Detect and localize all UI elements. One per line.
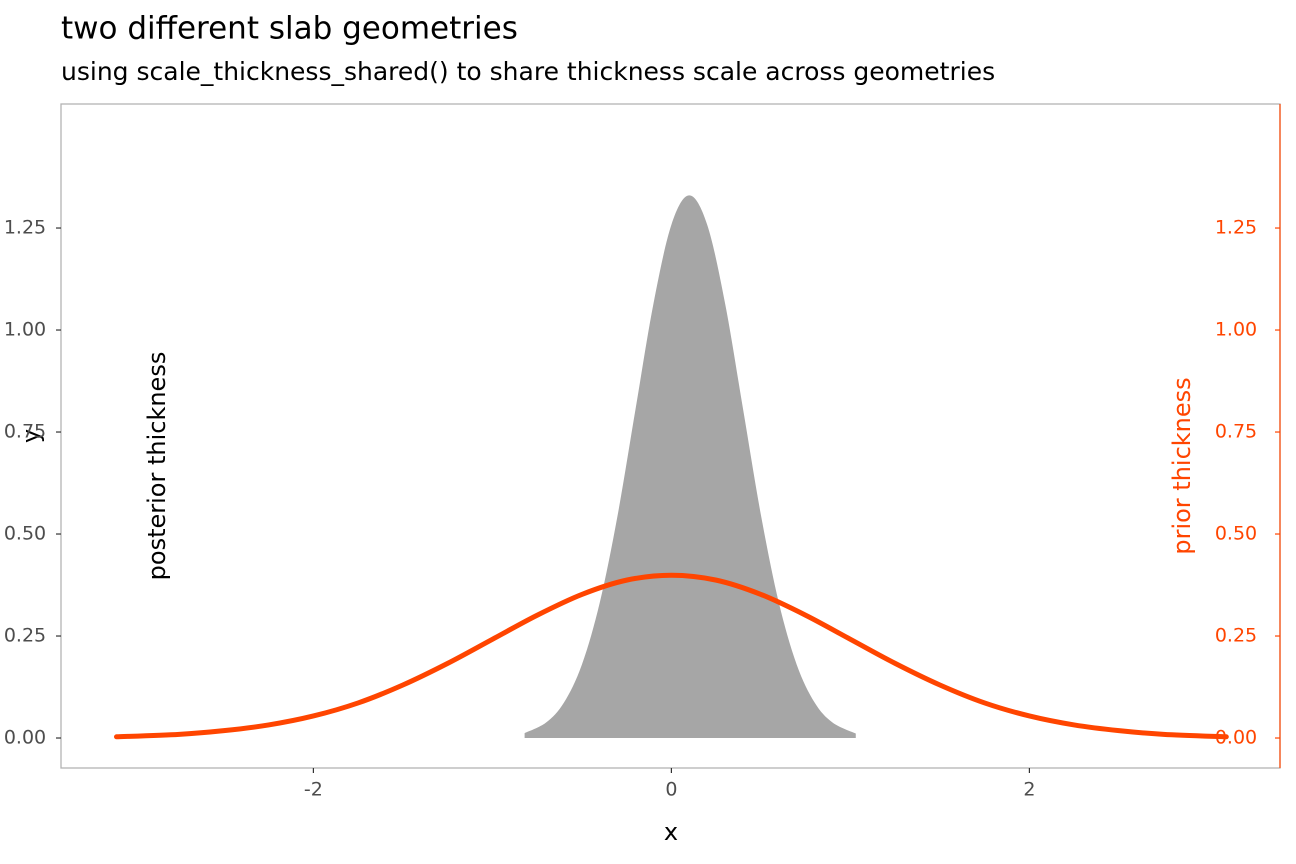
y-tick-label: 0.50 xyxy=(4,523,46,545)
y2-tick-label: 0.75 xyxy=(1215,421,1257,443)
x-tick-label: -2 xyxy=(304,779,323,801)
y2-axis-label: prior thickness xyxy=(1168,377,1196,554)
x-tick-label: 2 xyxy=(1023,779,1035,801)
y-tick-label: 0.75 xyxy=(4,421,46,443)
x-axis-label: x xyxy=(664,818,678,846)
y2-tick-label: 1.25 xyxy=(1215,217,1257,239)
chart-title: two different slab geometries xyxy=(61,11,518,47)
y-tick-label: 1.00 xyxy=(4,319,46,341)
y2-tick-label: 1.00 xyxy=(1215,319,1257,341)
y2-tick-label: 0.00 xyxy=(1215,727,1257,749)
slab-area xyxy=(524,195,856,739)
y2-tick-label: 0.50 xyxy=(1215,523,1257,545)
y-tick-label: 1.25 xyxy=(4,217,46,239)
y-axis-label: y xyxy=(17,429,45,443)
chart-subtitle: using scale_thickness_shared() to share … xyxy=(61,57,995,86)
y-tick-label: 0.25 xyxy=(4,625,46,647)
thickness-label: posterior thickness xyxy=(143,352,171,581)
y2-tick-label: 0.25 xyxy=(1215,625,1257,647)
density-line xyxy=(113,572,1229,740)
y-tick-label: 0.00 xyxy=(4,727,46,749)
x-tick-label: 0 xyxy=(665,779,677,801)
